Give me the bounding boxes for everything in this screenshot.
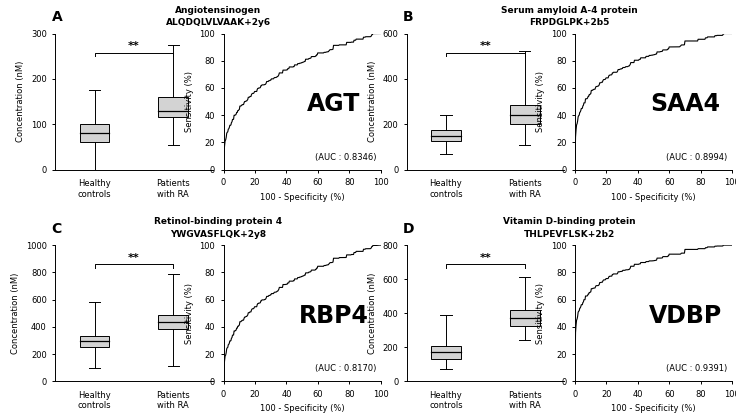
Text: Retinol-binding protein 4: Retinol-binding protein 4 [154, 217, 282, 226]
Text: A: A [52, 10, 63, 24]
Text: FRPDGLPK+2b5: FRPDGLPK+2b5 [529, 18, 609, 27]
Y-axis label: Sensitivity (%): Sensitivity (%) [537, 71, 545, 132]
Bar [79, 336, 110, 347]
Y-axis label: Concentration (nM): Concentration (nM) [368, 272, 377, 354]
Bar [158, 315, 188, 329]
Text: **: ** [479, 253, 491, 263]
Text: (AUC : 0.9391): (AUC : 0.9391) [666, 364, 728, 373]
Text: Angiotensinogen: Angiotensinogen [175, 6, 261, 15]
Text: C: C [52, 222, 62, 236]
Text: THLPEVFLSK+2b2: THLPEVFLSK+2b2 [524, 230, 615, 239]
Text: RBP4: RBP4 [299, 304, 369, 328]
Y-axis label: Concentration (nM): Concentration (nM) [16, 61, 26, 142]
Text: Vitamin D-binding protein: Vitamin D-binding protein [503, 217, 636, 226]
Text: B: B [403, 10, 414, 24]
X-axis label: 100 - Specificity (%): 100 - Specificity (%) [260, 404, 344, 413]
Bar [431, 346, 461, 359]
Bar [510, 310, 539, 326]
Bar [158, 97, 188, 117]
Bar [510, 105, 539, 124]
Text: (AUC : 0.8346): (AUC : 0.8346) [315, 153, 376, 162]
X-axis label: 100 - Specificity (%): 100 - Specificity (%) [260, 193, 344, 202]
Text: D: D [403, 222, 414, 236]
Y-axis label: Sensitivity (%): Sensitivity (%) [185, 71, 194, 132]
Text: SAA4: SAA4 [650, 92, 720, 116]
Text: **: ** [128, 253, 140, 263]
Text: ALQDQLVLVAAK+2y6: ALQDQLVLVAAK+2y6 [166, 18, 271, 27]
Text: VDBP: VDBP [648, 304, 722, 328]
Text: (AUC : 0.8994): (AUC : 0.8994) [666, 153, 728, 162]
Y-axis label: Concentration (nM): Concentration (nM) [368, 61, 377, 142]
Y-axis label: Sensitivity (%): Sensitivity (%) [537, 283, 545, 344]
Bar [79, 124, 110, 142]
Text: AGT: AGT [307, 92, 361, 116]
Y-axis label: Concentration (nM): Concentration (nM) [11, 272, 21, 354]
Bar [431, 130, 461, 141]
Y-axis label: Sensitivity (%): Sensitivity (%) [185, 283, 194, 344]
Text: Serum amyloid A-4 protein: Serum amyloid A-4 protein [501, 6, 638, 15]
Text: YWGVASFLQK+2y8: YWGVASFLQK+2y8 [170, 230, 266, 239]
Text: (AUC : 0.8170): (AUC : 0.8170) [315, 364, 376, 373]
X-axis label: 100 - Specificity (%): 100 - Specificity (%) [612, 193, 696, 202]
X-axis label: 100 - Specificity (%): 100 - Specificity (%) [612, 404, 696, 413]
Text: **: ** [128, 41, 140, 51]
Text: **: ** [479, 41, 491, 51]
